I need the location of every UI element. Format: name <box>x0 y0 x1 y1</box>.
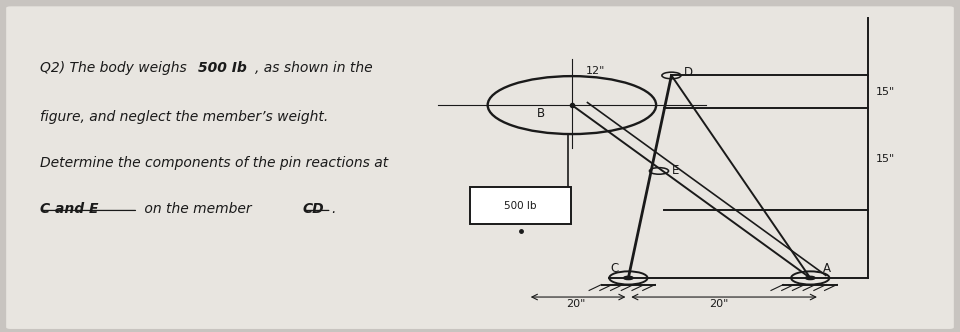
Text: A: A <box>823 262 830 275</box>
Text: 500 lb: 500 lb <box>504 201 537 210</box>
Text: E: E <box>671 164 679 177</box>
Text: figure, and neglect the member’s weight.: figure, and neglect the member’s weight. <box>39 110 328 124</box>
Text: C and E: C and E <box>39 202 98 216</box>
Text: .: . <box>331 202 336 216</box>
Bar <box>470 187 571 224</box>
Text: , as shown in the: , as shown in the <box>255 61 372 75</box>
Text: Q2) The body weighs: Q2) The body weighs <box>39 61 191 75</box>
Text: on the member: on the member <box>140 202 256 216</box>
Circle shape <box>805 276 815 280</box>
Circle shape <box>624 276 634 280</box>
Text: 15": 15" <box>876 87 895 97</box>
Text: 12": 12" <box>587 65 606 75</box>
Text: B: B <box>537 107 545 120</box>
FancyBboxPatch shape <box>6 6 954 329</box>
Text: 500 Ib: 500 Ib <box>198 61 247 75</box>
Text: 20": 20" <box>566 299 586 309</box>
Text: 15": 15" <box>876 154 895 164</box>
Text: Determine the components of the pin reactions at: Determine the components of the pin reac… <box>39 156 388 170</box>
Text: CD: CD <box>303 202 324 216</box>
Text: C: C <box>611 262 619 275</box>
Text: 20": 20" <box>709 299 729 309</box>
Text: D: D <box>684 66 693 79</box>
